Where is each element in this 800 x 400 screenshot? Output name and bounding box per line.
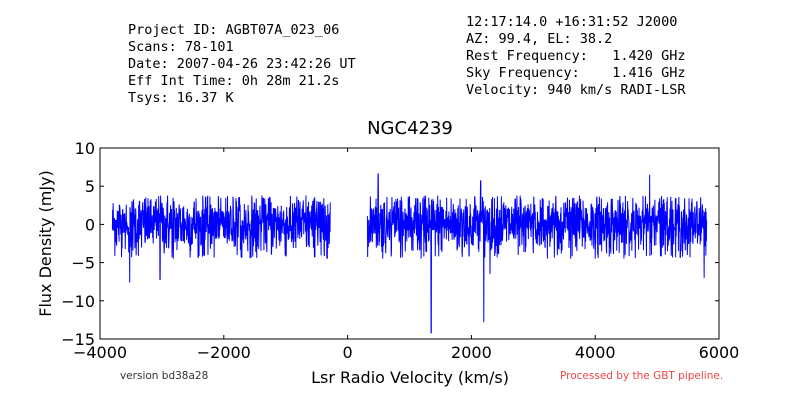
header-left-line: Eff Int Time: 0h 28m 21.2s <box>128 73 340 89</box>
y-tick-label: −10 <box>61 292 95 311</box>
spectrum-series-segment-1 <box>111 195 331 283</box>
observation-header-right: 12:17:14.0 +16:31:52 J2000 AZ: 99.4, EL: … <box>466 14 685 99</box>
header-right-line: 12:17:14.0 +16:31:52 J2000 <box>466 14 678 30</box>
observation-header-left: Project ID: AGBT07A_023_06 Scans: 78-101 D… <box>128 22 356 107</box>
y-tick-label: −15 <box>61 330 95 349</box>
y-axis-label: Flux Density (mJy) <box>36 170 55 317</box>
header-right-line: Velocity: 940 km/s RADI-LSR <box>466 82 686 98</box>
header-left-line: Scans: 78-101 <box>128 39 234 55</box>
x-axis-label: Lsr Radio Velocity (km/s) <box>311 368 509 387</box>
pipeline-note: Processed by the GBT pipeline. <box>560 370 724 382</box>
x-tick-label: 0 <box>343 343 353 362</box>
spectrum-series-segment-2 <box>366 173 708 334</box>
y-tick-label: 5 <box>85 177 95 196</box>
x-tick-label: −4000 <box>73 343 127 362</box>
y-tick-label: 0 <box>85 215 95 234</box>
header-left-line: Date: 2007-04-26 23:42:26 UT <box>128 56 356 72</box>
x-tick-label: 6000 <box>699 343 740 362</box>
header-right-line: Rest Frequency: 1.420 GHz <box>466 48 686 64</box>
y-tick-label: −5 <box>71 254 95 273</box>
header-left-line: Tsys: 16.37 K <box>128 90 234 106</box>
y-tick-label: 10 <box>75 139 95 158</box>
header-right-line: Sky Frequency: 1.416 GHz <box>466 65 686 81</box>
x-tick-label: 2000 <box>451 343 492 362</box>
x-tick-label: 4000 <box>575 343 616 362</box>
header-left-line: Project ID: AGBT07A_023_06 <box>128 22 340 38</box>
version-label: version bd38a28 <box>120 370 209 382</box>
plot-frame <box>99 147 720 340</box>
chart-title: NGC4239 <box>367 118 453 139</box>
x-tick-label: −2000 <box>197 343 251 362</box>
header-right-line: AZ: 99.4, EL: 38.2 <box>466 31 613 47</box>
